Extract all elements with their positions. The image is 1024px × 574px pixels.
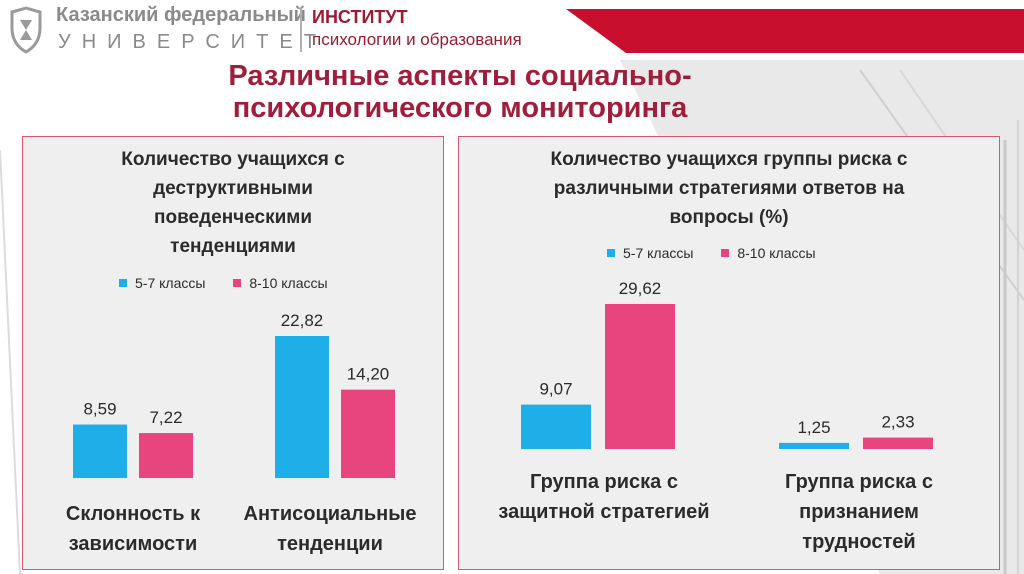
chart-legend: 5-7 классы 8-10 классы [119,275,352,291]
legend-item-5-7: 5-7 классы [607,245,693,261]
legend-swatch-pink [721,249,730,257]
chart-title-line: Количество учащихся с [121,149,345,170]
chart-title: Количество учащихся с деструктивными пов… [23,145,443,261]
legend-label: 5-7 классы [623,245,694,261]
bar-value-label: 22,82 [281,311,324,330]
bar [605,304,675,449]
bar [73,424,127,478]
bar [139,433,193,478]
bar-chart-svg: 9,07 1,25 29,62 2,33 [521,279,933,449]
header-divider [300,8,302,52]
bar-value-label: 8,59 [83,400,116,419]
header: Казанский федеральный УНИВЕРСИТЕТ ИНСТИТ… [0,0,1024,62]
category-label-line: зависимости [68,533,198,555]
chart-title-line: различными стратегиями ответов на [553,178,905,199]
category-label: Группа риска с признанием трудностей [729,467,989,557]
header-red-band [566,9,1024,53]
category-label-line: трудностей [802,531,916,553]
category-label-line: Группа риска с [785,471,933,493]
page-title-line1: Различные аспекты социально- [228,60,692,92]
legend-label: 8-10 классы [737,245,816,261]
institute-name-line1: ИНСТИТУТ [312,7,408,27]
legend-label: 5-7 классы [135,275,206,291]
bar-value-label: 29,62 [619,279,662,298]
category-label-line: защитной стратегией [498,501,710,523]
bar [863,437,933,449]
bar-value-label: 1,25 [797,418,830,437]
bar-value-label: 9,07 [539,380,572,399]
legend-swatch-blue [607,249,615,257]
category-label-line: признанием [799,501,919,523]
bar-value-label: 2,33 [881,413,914,432]
category-label-line: Склонность к [65,503,201,525]
legend-swatch-blue [119,279,127,287]
chart-legend: 5-7 классы 8-10 классы [607,245,840,261]
institute-name-line2: психологии и образования [312,30,522,49]
bar-chart-svg: 8,59 22,82 7,22 14,20 [73,311,395,478]
legend-label: 8-10 классы [249,275,328,291]
chart-panel-destructive-tendencies: Количество учащихся с деструктивными пов… [22,136,444,570]
category-label-line: тенденции [277,533,383,555]
chart-title-line: поведенческими [153,207,313,228]
chart-title-line: вопросы (%) [669,207,789,228]
legend-swatch-pink [233,279,242,287]
bar-value-label: 7,22 [149,408,182,427]
category-label: Антисоциальные тенденции [225,499,435,559]
bar [521,404,591,449]
page-title: Различные аспекты социально- психологиче… [0,60,920,124]
legend-item-8-10: 8-10 классы [721,245,816,261]
legend-item-5-7: 5-7 классы [119,275,205,291]
university-logo-icon [10,6,42,54]
category-label-line: Группа риска с [530,471,678,493]
category-label: Группа риска с защитной стратегией [469,467,739,527]
bar-value-label: 14,20 [347,365,390,384]
chart-panel-risk-group-strategies: Количество учащихся группы риска с разли… [458,136,1000,570]
chart-title-line: тенденциями [170,236,296,257]
bar [275,336,329,478]
university-name-line1: Казанский федеральный [56,4,306,26]
page-title-line2: психологического мониторинга [232,92,688,124]
category-label-line: Антисоциальные [243,503,417,525]
bar [341,389,395,478]
legend-item-8-10: 8-10 классы [233,275,328,291]
chart-title-line: Количество учащихся группы риска с [550,149,908,170]
chart-title: Количество учащихся группы риска с разли… [459,145,999,232]
category-label: Склонность к зависимости [33,499,233,559]
bar [779,442,849,449]
university-name-line2: УНИВЕРСИТЕТ [58,31,327,53]
chart-title-line: деструктивными [153,178,313,199]
